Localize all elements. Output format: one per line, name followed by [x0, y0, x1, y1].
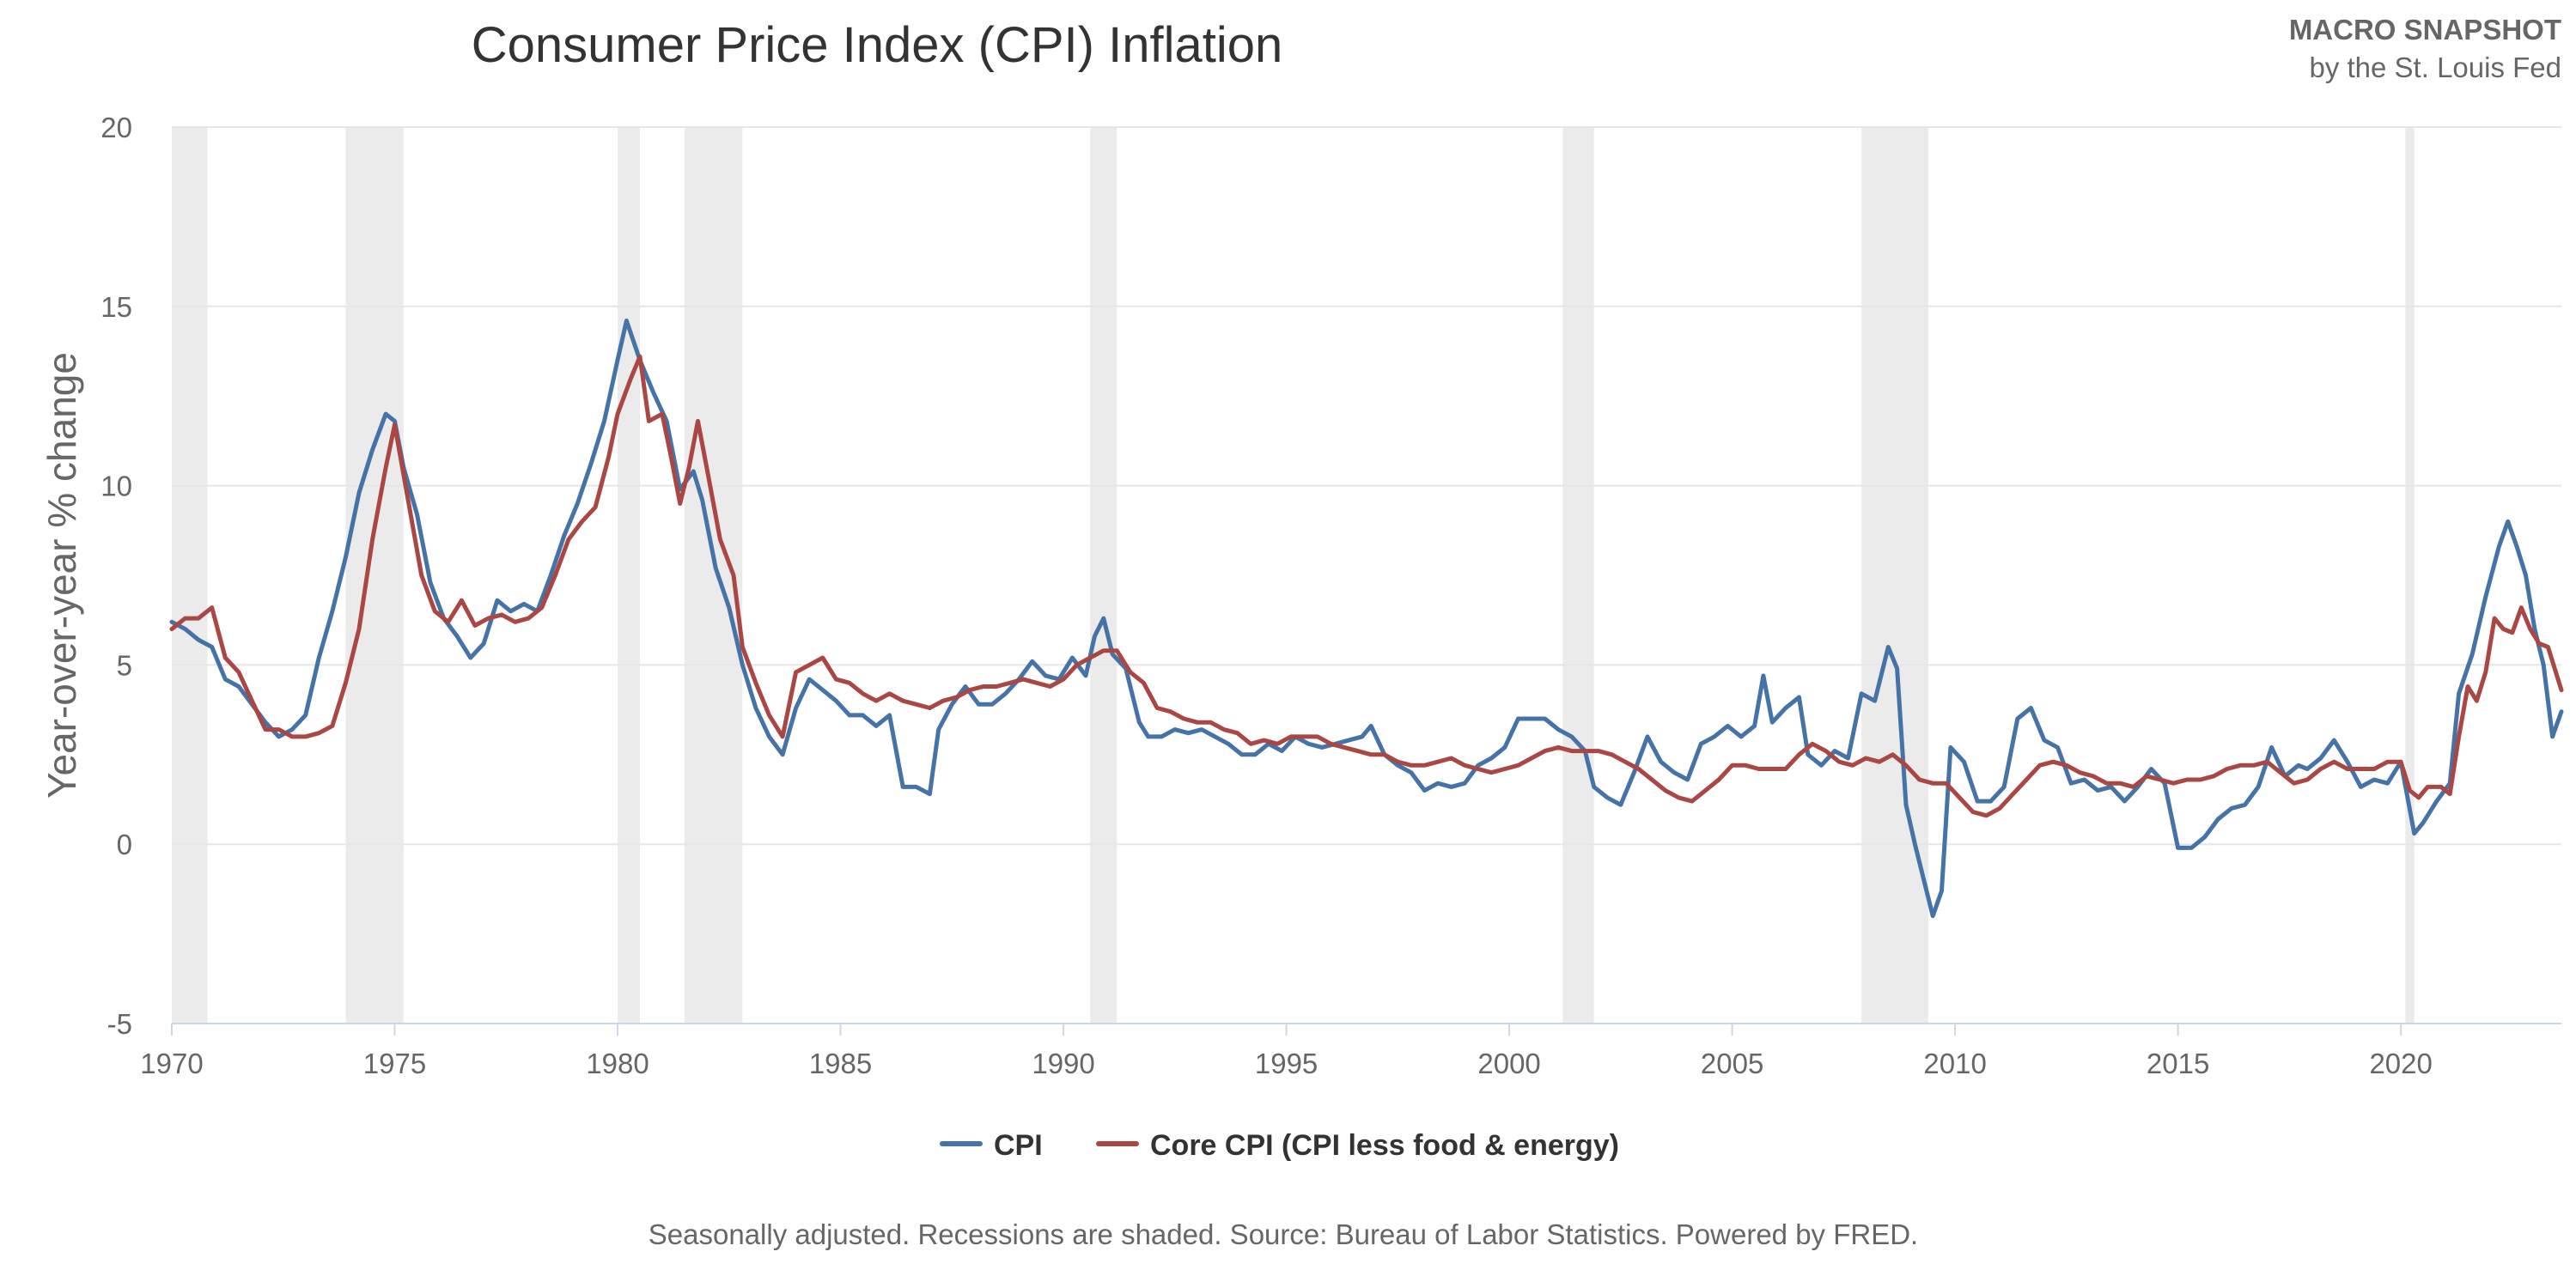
x-tick-label: 1990 — [1032, 1048, 1094, 1079]
y-tick-label: 0 — [117, 829, 132, 860]
series-lines — [169, 319, 2564, 919]
x-tick-label: 2000 — [1477, 1048, 1540, 1079]
x-axis-ticks: 1970 1975 1980 1985 1990 1995 2000 2005 2010 2015… — [140, 1024, 2433, 1079]
gridlines — [172, 126, 2561, 1024]
legend-item-core-cpi[interactable]: Core CPI (CPI less food & energy) — [1096, 1129, 1619, 1162]
y-axis-ticks: -5 0 5 10 15 20 — [100, 112, 132, 1040]
x-tick-label: 2015 — [2147, 1048, 2209, 1079]
legend-label-core-cpi: Core CPI (CPI less food & energy) — [1150, 1129, 1619, 1162]
x-tick-label: 2010 — [1923, 1048, 1986, 1079]
series-line-core-cpi[interactable] — [169, 354, 2564, 818]
x-tick-label: 1985 — [809, 1048, 872, 1079]
x-tick-label: 1980 — [586, 1048, 649, 1079]
recession-band — [345, 127, 404, 1024]
y-tick-label: 15 — [100, 291, 132, 323]
brand-title: MACRO SNAPSHOT — [2289, 14, 2561, 46]
x-tick-label: 1995 — [1255, 1048, 1318, 1079]
recession-band — [618, 127, 640, 1024]
y-tick-label: 5 — [117, 649, 132, 681]
chart-title: Consumer Price Index (CPI) Inflation — [472, 17, 1282, 73]
recession-band — [1861, 127, 1928, 1024]
y-tick-label: -5 — [107, 1008, 132, 1040]
footnote: Seasonally adjusted. Recessions are shad… — [649, 1218, 1918, 1250]
x-tick-label: 2020 — [2369, 1048, 2432, 1079]
legend-item-cpi[interactable]: CPI — [940, 1129, 1043, 1162]
x-tick-label: 2005 — [1701, 1048, 1763, 1079]
recession-band — [1090, 127, 1117, 1024]
recession-band — [2405, 127, 2415, 1024]
y-tick-label: 20 — [100, 112, 132, 143]
recession-band — [172, 127, 208, 1024]
recession-band — [1562, 127, 1594, 1024]
legend: CPI Core CPI (CPI less food & energy) — [940, 1129, 1619, 1162]
legend-label-cpi: CPI — [994, 1129, 1043, 1162]
y-tick-label: 10 — [100, 471, 132, 502]
brand-subtitle: by the St. Louis Fed — [2309, 52, 2561, 83]
y-axis-title: Year-over-year % change — [40, 352, 84, 799]
x-tick-label: 1975 — [363, 1048, 426, 1079]
x-tick-label: 1970 — [140, 1048, 203, 1079]
recession-bands — [172, 127, 2415, 1024]
